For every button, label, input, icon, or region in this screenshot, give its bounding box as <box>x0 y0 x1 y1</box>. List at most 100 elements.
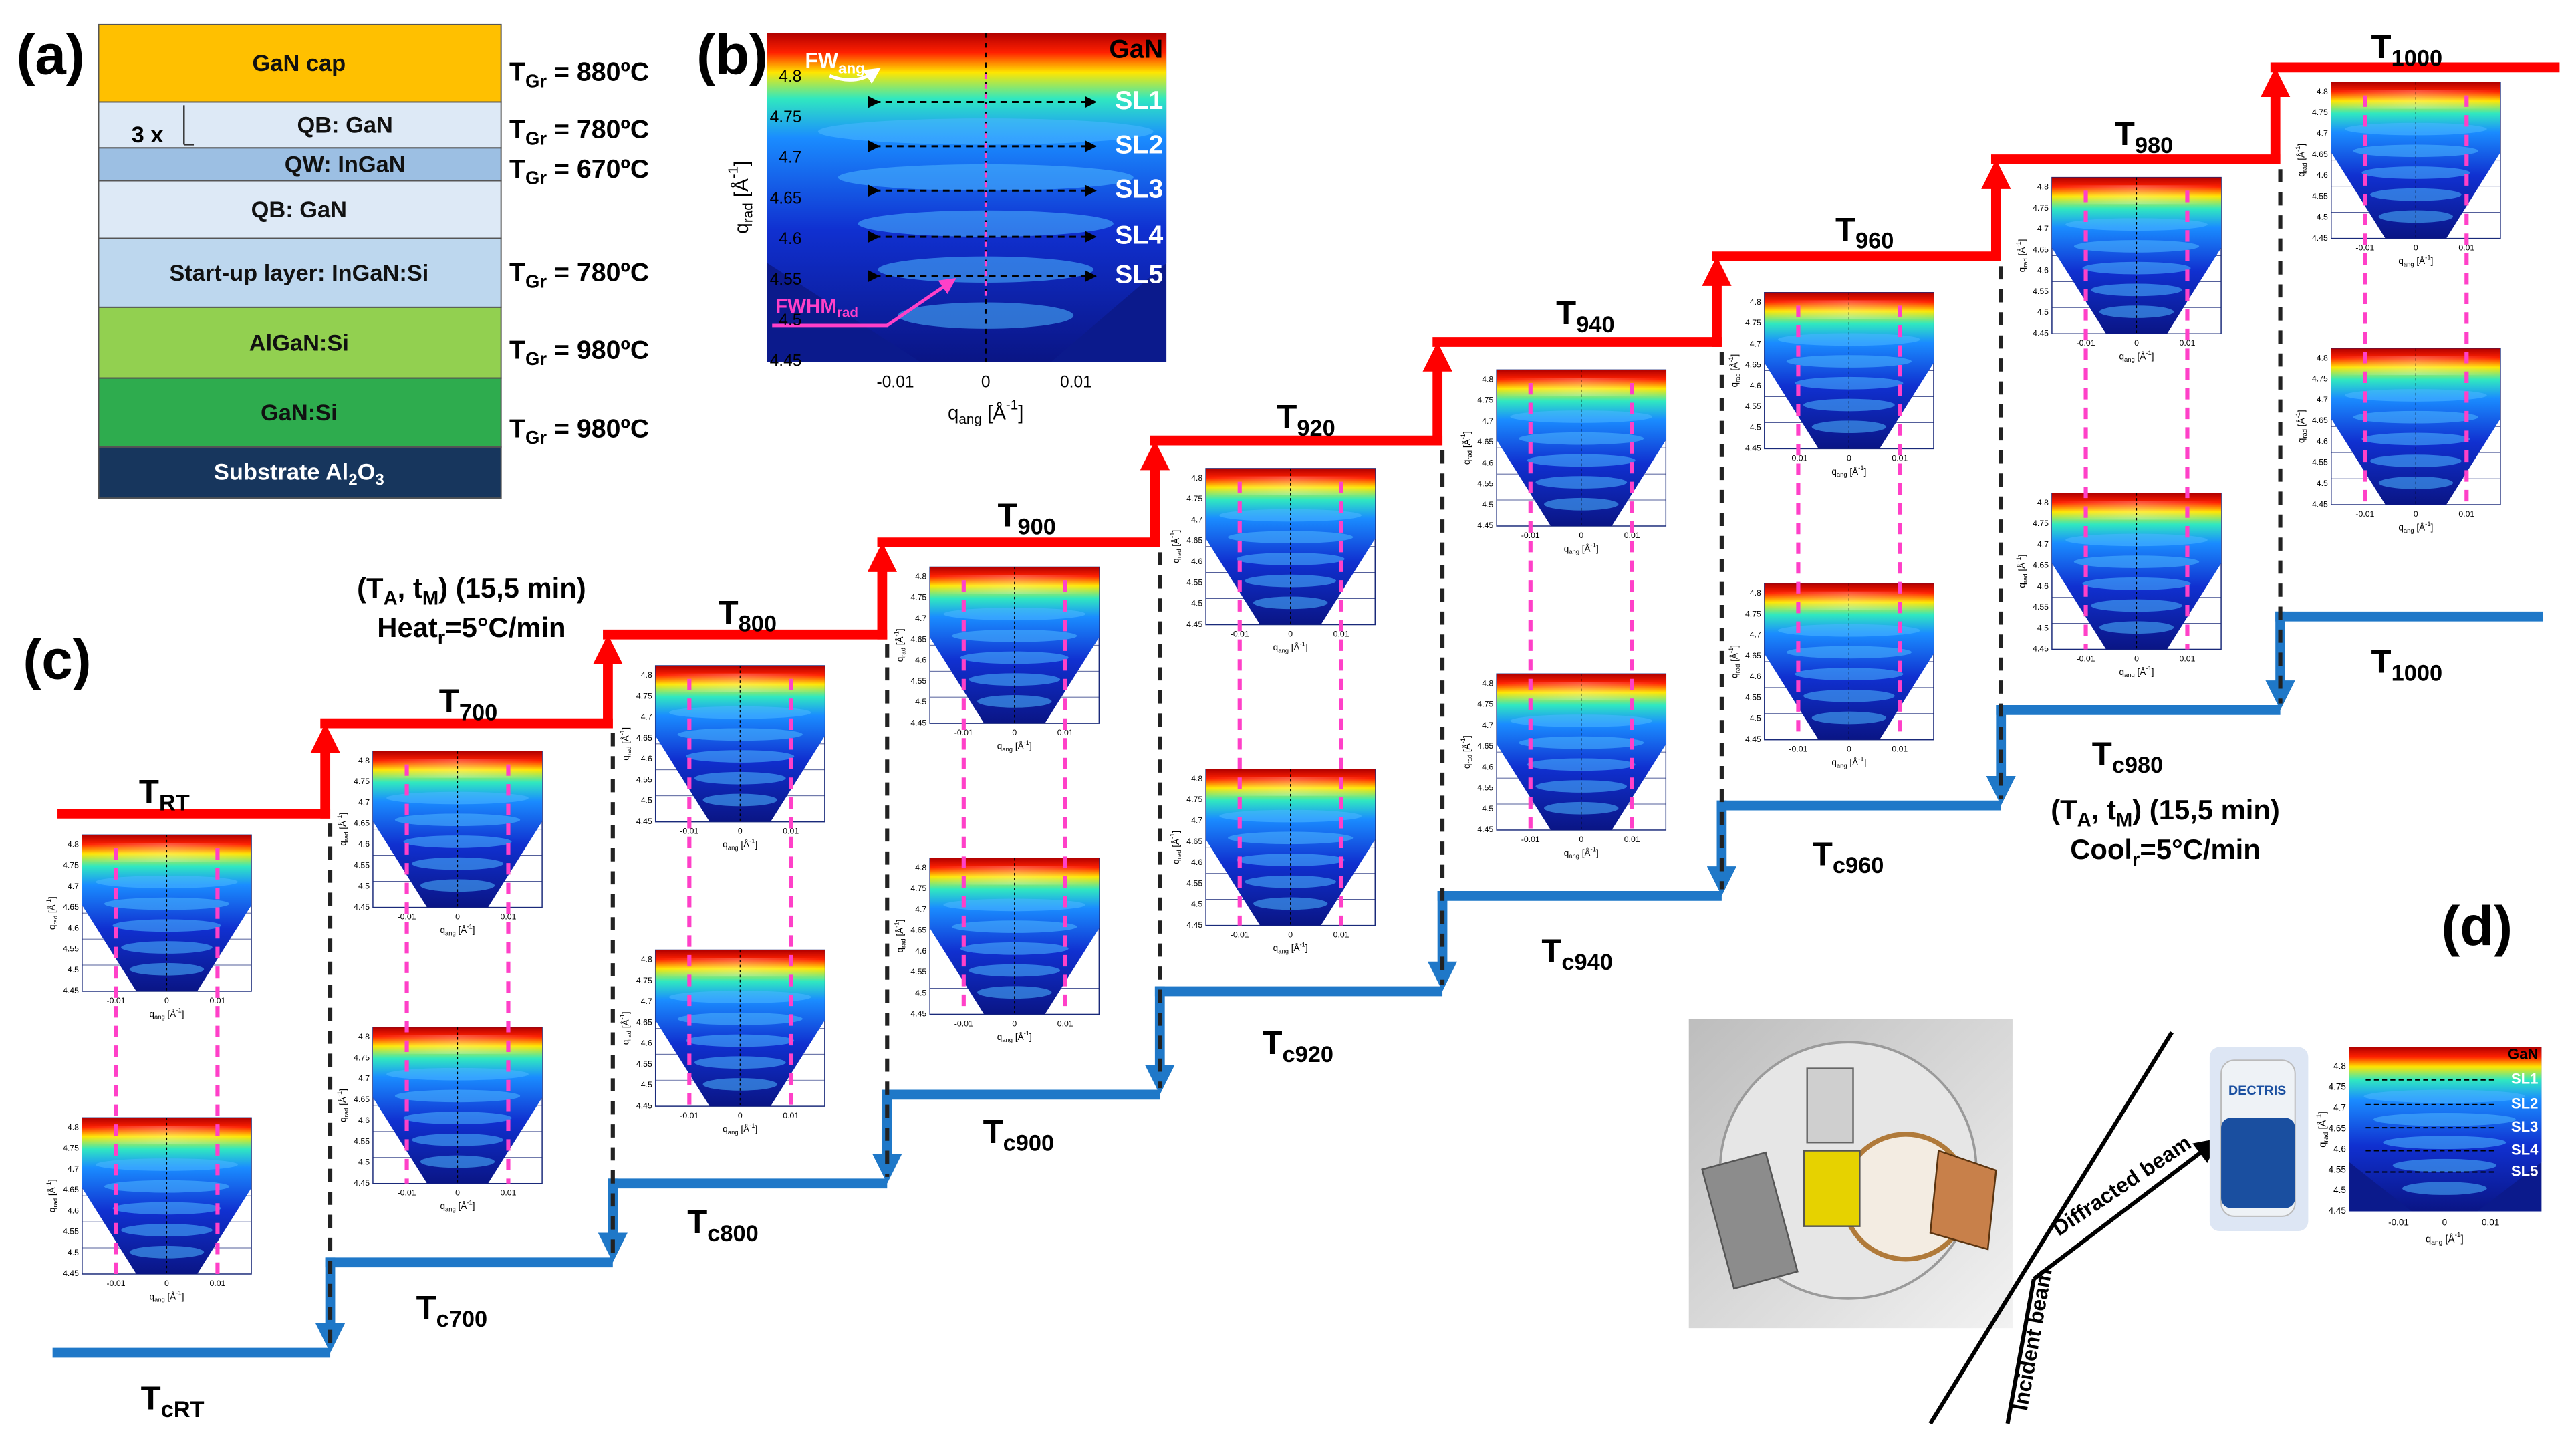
heating-label: T900 <box>997 497 1055 540</box>
text-part: -1 <box>2425 254 2430 261</box>
text-part: 980 <box>2135 133 2173 158</box>
text-part: ] <box>2017 555 2027 557</box>
x-tick-label: -0.01 <box>954 728 973 737</box>
layer <box>98 101 502 149</box>
x-tick-label: 0 <box>981 374 991 392</box>
text-part: q <box>620 1040 630 1045</box>
fringe <box>2373 1112 2516 1126</box>
y-tick-label: 4.55 <box>63 944 79 954</box>
fringe <box>1535 780 1628 793</box>
text-part: -1 <box>893 631 900 636</box>
x-tick-label: 0.01 <box>209 996 225 1005</box>
y-tick-label: 4.7 <box>2037 539 2049 549</box>
x-tick-label: -0.01 <box>877 374 914 392</box>
y-tick-label: 4.5 <box>1191 900 1202 909</box>
y-tick-label: 4.7 <box>358 797 370 807</box>
heating-label: T1000 <box>2371 29 2443 72</box>
x-tick-label: 0 <box>1847 453 1851 463</box>
text-part: M <box>2116 809 2132 831</box>
text-part: 960 <box>1855 229 1894 254</box>
text-part: r <box>2132 849 2140 870</box>
x-tick-label: 0.01 <box>1057 728 1073 737</box>
text-part: 800 <box>739 612 777 637</box>
map-intensity <box>655 666 825 822</box>
y-tick-label: 4.7 <box>641 997 652 1006</box>
text-part: q <box>2317 1142 2328 1148</box>
text-part: ang <box>154 1013 165 1021</box>
x-axis-label: qang [Å-1] <box>1273 640 1308 654</box>
layer-label: GaN:Si <box>261 400 338 426</box>
text-part: ] <box>182 1009 184 1019</box>
x-tick-label: -0.01 <box>2077 338 2095 348</box>
text-part: q <box>895 657 905 662</box>
y-tick-label: 4.8 <box>1750 297 1761 307</box>
text-part: T <box>1541 932 1561 969</box>
x-tick-label: 0 <box>1012 1019 1017 1028</box>
x-tick-label: -0.01 <box>1789 453 1807 463</box>
text-part: T <box>509 414 525 444</box>
fringe <box>1803 689 1895 702</box>
growth-temp: TGr = 780ºC <box>509 258 649 291</box>
text-part: [Å <box>2017 247 2027 259</box>
x-tick-label: -0.01 <box>107 1279 126 1288</box>
text-part: ] <box>2461 1234 2464 1245</box>
y-tick-label: 4.8 <box>779 68 801 86</box>
x-tick-label: -0.01 <box>1789 745 1807 754</box>
text-part: q <box>1273 943 1279 953</box>
text-part: q <box>723 1124 728 1134</box>
text-part: q <box>2398 522 2404 532</box>
y-tick-label: 4.8 <box>2317 353 2328 362</box>
x-tick-label: 0.01 <box>209 1279 225 1288</box>
x-tick-label: -0.01 <box>398 1188 416 1198</box>
text-part: [Å <box>2414 522 2426 532</box>
y-tick-label: 4.6 <box>2333 1144 2346 1154</box>
text-part: rad <box>2301 163 2308 172</box>
layer <box>98 306 502 379</box>
y-tick-label: 4.5 <box>358 1158 370 1167</box>
fringe <box>121 1224 213 1236</box>
y-axis-label: qrad [Å-1] <box>1460 735 1474 769</box>
text-part: [Å <box>739 839 750 850</box>
x-axis-label: qang [Å-1] <box>723 1122 757 1136</box>
y-tick-label: 4.7 <box>915 614 926 623</box>
y-tick-label: 4.5 <box>779 311 801 330</box>
satellite-label: SL1 <box>1115 86 1163 115</box>
peak-label: GaN <box>1109 35 1163 64</box>
text-part: [Å <box>165 1291 176 1301</box>
satellite-label: SL5 <box>2511 1162 2539 1179</box>
y-tick-label: 4.6 <box>2037 581 2049 591</box>
satellite-label: SL3 <box>1115 174 1163 204</box>
text-part: q <box>149 1291 154 1301</box>
x-tick-label: 0.01 <box>1057 1019 1073 1028</box>
y-tick-label: 4.7 <box>2317 129 2328 138</box>
text-part: -1 <box>1591 541 1596 549</box>
rsm-map: 4.45 4.5 4.55 4.6 4.65 4.7 4.75 4.8 -0.01 0 0.01 <box>636 949 825 1120</box>
growth-temp: TGr = 980ºC <box>509 336 649 369</box>
fringe <box>121 941 213 954</box>
text-part: -1 <box>893 922 900 927</box>
fringe <box>2392 1158 2497 1172</box>
text-part: Gr <box>525 348 547 369</box>
y-tick-label: 4.75 <box>636 691 652 700</box>
x-tick-label: 0.01 <box>2180 654 2196 663</box>
text-part: ] <box>1305 642 1308 652</box>
x-tick-label: -0.01 <box>2355 243 2374 253</box>
text-part: ang <box>1569 852 1579 860</box>
beam-label: Diffracted beam <box>2048 1130 2195 1241</box>
y-tick-label: 4.7 <box>358 1074 370 1083</box>
panel-label: (b) <box>696 23 768 86</box>
text-part: [Å <box>731 178 753 203</box>
map-intensity <box>2331 348 2500 505</box>
text-part: ang <box>1002 745 1013 753</box>
growth-temp: TGr = 780ºC <box>509 115 649 148</box>
layer-label: QB: GaN <box>251 197 347 223</box>
y-tick-label: 4.75 <box>2312 374 2328 384</box>
x-tick-label: 0 <box>1012 728 1017 737</box>
text-part: ] <box>338 813 348 815</box>
y-tick-label: 4.45 <box>636 817 652 826</box>
x-axis-label: qang [Å-1] <box>1831 755 1866 769</box>
text-part: -1 <box>749 1122 755 1129</box>
x-axis-label: qang [Å-1] <box>1273 941 1308 955</box>
y-tick-label: 4.6 <box>1750 381 1761 390</box>
